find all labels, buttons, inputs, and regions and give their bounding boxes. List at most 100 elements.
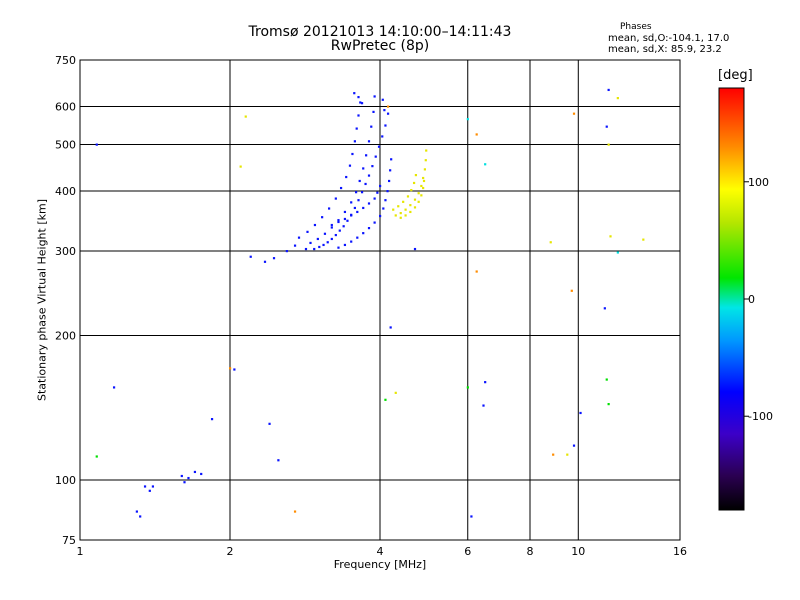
data-point xyxy=(466,118,469,121)
data-point xyxy=(210,418,214,421)
data-point xyxy=(187,476,190,480)
data-point xyxy=(402,200,405,203)
data-point xyxy=(566,453,569,456)
data-point xyxy=(412,181,416,185)
data-point xyxy=(362,206,365,210)
data-point xyxy=(343,210,347,214)
data-point xyxy=(306,230,309,233)
data-point xyxy=(350,201,353,204)
data-point xyxy=(357,199,360,202)
data-point xyxy=(338,229,341,232)
data-point xyxy=(409,204,412,207)
data-point xyxy=(484,163,487,166)
data-point xyxy=(313,223,317,227)
data-point xyxy=(362,167,365,170)
data-point xyxy=(337,220,340,224)
data-point xyxy=(353,206,356,210)
data-point xyxy=(367,227,371,230)
data-point xyxy=(342,225,345,228)
data-point xyxy=(268,422,271,425)
data-point xyxy=(193,470,197,474)
data-point xyxy=(337,219,340,222)
data-point xyxy=(316,237,319,241)
data-point xyxy=(372,110,375,113)
data-point xyxy=(353,140,356,143)
data-point xyxy=(642,238,645,241)
data-point xyxy=(386,105,390,108)
data-point xyxy=(404,208,407,211)
data-point xyxy=(390,158,393,161)
x-tick-label: 8 xyxy=(527,545,534,558)
data-point xyxy=(381,98,384,101)
data-point xyxy=(326,241,329,244)
data-point xyxy=(354,191,358,194)
x-tick-label: 16 xyxy=(673,545,687,558)
data-point xyxy=(381,135,384,138)
data-point xyxy=(379,214,382,218)
data-point xyxy=(183,481,186,484)
data-point xyxy=(327,207,331,210)
data-point xyxy=(357,96,360,99)
y-tick-label: 500 xyxy=(55,139,76,152)
data-point xyxy=(392,208,395,211)
colorbar-tick-label: 0 xyxy=(748,293,755,306)
data-point xyxy=(406,195,410,198)
data-point xyxy=(423,168,426,171)
data-point xyxy=(382,207,385,210)
data-point xyxy=(233,368,236,371)
data-point xyxy=(135,510,138,513)
data-point xyxy=(95,143,98,146)
data-point xyxy=(607,88,610,92)
data-point xyxy=(318,245,321,249)
data-point xyxy=(470,515,473,518)
data-point xyxy=(323,232,327,235)
data-point xyxy=(350,240,353,243)
data-point xyxy=(394,391,397,394)
data-point xyxy=(229,367,232,370)
data-point xyxy=(360,102,364,105)
data-point xyxy=(371,165,374,168)
data-point xyxy=(355,127,358,130)
data-point xyxy=(397,205,400,208)
data-point xyxy=(360,191,364,194)
x-axis-ticks: 1 2 4 6 8 10 16 xyxy=(77,545,688,558)
data-point xyxy=(388,179,391,183)
data-point xyxy=(112,386,116,389)
data-point xyxy=(475,133,478,136)
data-point xyxy=(376,191,379,194)
data-point xyxy=(422,176,425,180)
x-tick-label: 6 xyxy=(464,545,471,558)
data-point xyxy=(304,247,308,251)
data-point xyxy=(337,246,340,249)
data-point xyxy=(357,114,360,117)
data-point xyxy=(413,198,417,201)
data-point xyxy=(334,197,337,200)
data-point xyxy=(389,169,392,172)
data-point xyxy=(379,184,382,188)
y-tick-label: 200 xyxy=(55,330,76,343)
data-point xyxy=(151,485,155,488)
data-point xyxy=(609,235,612,238)
data-point xyxy=(350,214,353,217)
data-point xyxy=(272,257,276,260)
data-point xyxy=(351,152,354,156)
data-point xyxy=(322,243,325,247)
data-point xyxy=(370,125,373,128)
data-point xyxy=(334,233,337,237)
data-point xyxy=(309,241,312,245)
data-point xyxy=(386,112,390,115)
data-point xyxy=(358,179,361,183)
data-point xyxy=(399,212,402,215)
data-point xyxy=(139,515,142,518)
data-point xyxy=(249,255,252,258)
data-point xyxy=(374,155,377,158)
plot-frame xyxy=(79,59,681,541)
data-point xyxy=(384,199,387,202)
x-tick-label: 2 xyxy=(227,545,234,558)
colorbar xyxy=(718,87,745,511)
chart-subtitle: RwPretec (8p) xyxy=(330,38,430,54)
data-point xyxy=(482,404,485,407)
y-tick-label: 300 xyxy=(55,245,76,258)
data-point xyxy=(572,444,576,447)
colorbar-unit-label: [deg] xyxy=(718,68,753,83)
